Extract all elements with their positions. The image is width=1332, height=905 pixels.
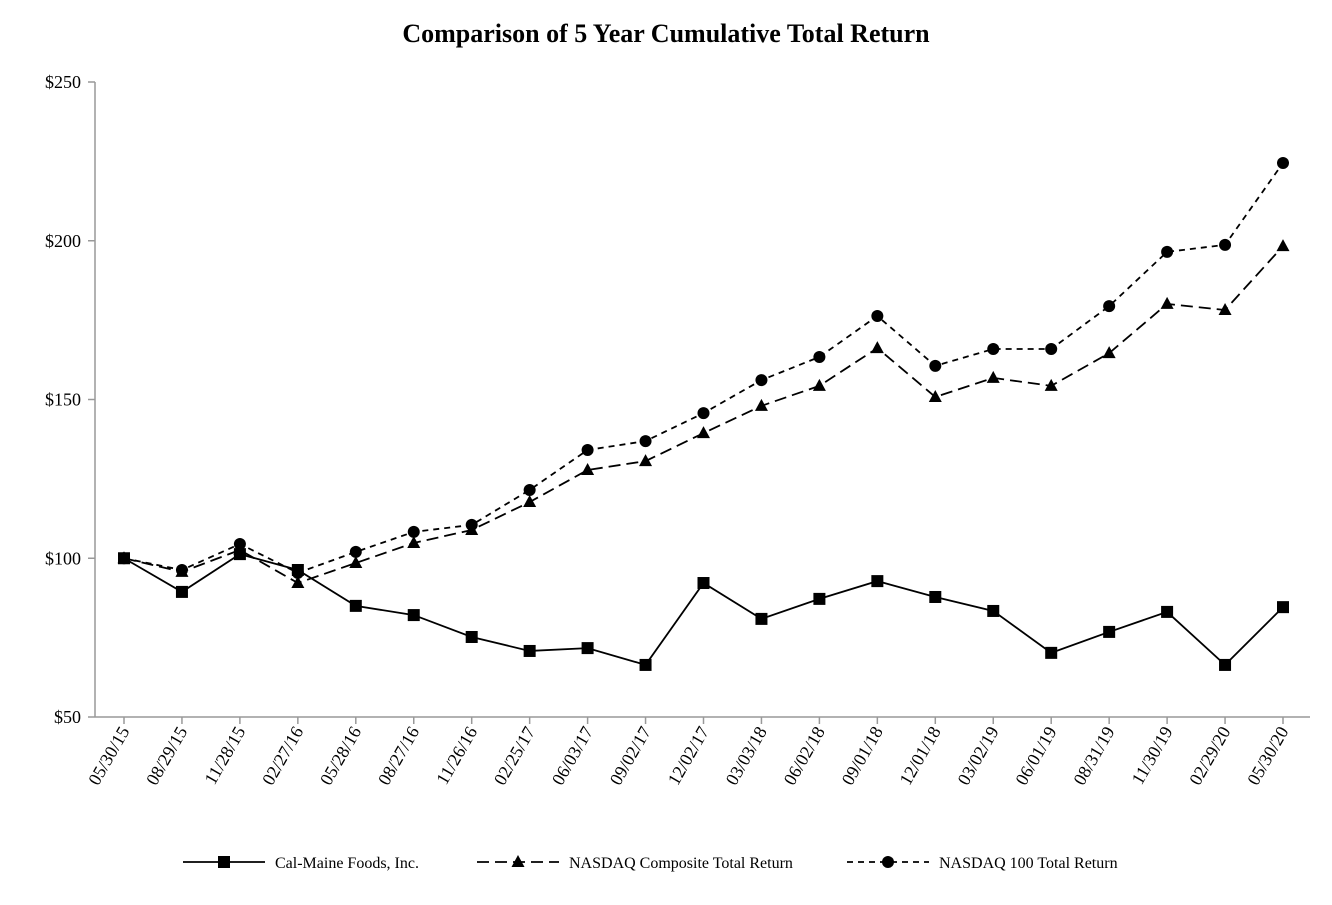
x-tick-label: 09/01/18 [837,723,886,788]
data-point [697,577,710,590]
data-point [349,599,362,612]
x-tick-label: 05/30/20 [1243,723,1292,788]
x-tick-label: 02/27/16 [258,723,307,788]
data-point [407,609,420,622]
data-point [697,426,710,439]
data-point [523,644,536,657]
data-point [929,590,942,603]
data-point [291,566,304,579]
data-point [813,350,826,363]
x-tick-label: 06/03/17 [548,723,597,788]
data-point [639,454,653,467]
data-point [581,443,594,456]
data-point [523,483,536,496]
y-tick-label: $100 [45,548,81,568]
y-tick-label: $250 [45,72,81,92]
data-point [697,407,710,420]
series-line [123,162,1284,574]
data-point [465,630,478,643]
x-tick-label: 05/28/16 [316,723,365,788]
data-point [928,389,942,402]
x-tick-label: 11/28/15 [200,723,249,788]
data-point [1161,605,1174,618]
data-point [1103,300,1116,313]
legend-item: Cal-Maine Foods, Inc. [183,855,419,872]
data-point [1102,346,1116,359]
data-point [871,309,884,322]
data-point [407,525,420,538]
series-square [118,548,1289,671]
data-point [987,343,1000,356]
data-point [581,642,594,655]
data-point [1103,625,1116,638]
legend-label: Cal-Maine Foods, Inc. [275,855,419,872]
data-point [929,359,942,372]
data-point [871,575,884,588]
data-point [1277,156,1289,169]
data-point [407,536,421,549]
data-point [639,658,652,671]
legend-item: NASDAQ 100 Total Return [847,855,1118,872]
data-point [1045,343,1058,356]
data-point [175,585,188,598]
data-point [986,370,1000,383]
legend-label: NASDAQ Composite Total Return [569,855,793,872]
data-point [987,604,1000,617]
data-point [349,556,363,569]
data-point [1218,302,1232,315]
x-tick-label: 08/31/19 [1069,723,1118,788]
data-point [755,612,768,625]
data-point [523,495,537,508]
x-tick-label: 12/01/18 [895,723,944,788]
x-tick-label: 02/29/20 [1185,723,1234,788]
data-point [1044,378,1058,391]
legend-marker [511,855,525,867]
data-point [291,576,305,589]
data-point [465,518,478,531]
legend-item: NASDAQ Composite Total Return [477,855,793,872]
data-point [118,552,130,565]
x-tick-label: 06/02/18 [780,723,829,788]
data-point [639,435,652,448]
data-point [233,537,246,550]
y-tick-label: $200 [45,231,81,251]
data-point [1219,238,1232,251]
series-circle [118,156,1289,579]
data-point [870,341,884,354]
data-point [1277,601,1289,614]
data-point [1276,239,1290,252]
data-point [1160,296,1174,309]
x-tick-label: 11/26/16 [432,723,481,788]
legend-label: NASDAQ 100 Total Return [939,855,1118,872]
x-tick-label: 12/02/17 [664,723,713,788]
y-tick-label: $150 [45,390,81,410]
x-tick-label: 02/25/17 [490,723,539,788]
data-point [754,398,768,411]
x-tick-label: 08/27/16 [374,723,423,788]
x-tick-label: 03/03/18 [722,723,771,788]
data-point [175,563,188,576]
y-tick-label: $50 [54,707,81,727]
x-tick-label: 06/01/19 [1011,723,1060,788]
data-point [1219,658,1232,671]
x-tick-label: 03/02/19 [953,723,1002,788]
legend-marker [218,856,230,868]
x-tick-label: 11/30/19 [1128,723,1177,788]
x-tick-label: 09/02/17 [606,723,655,788]
x-tick-label: 08/29/15 [142,723,191,788]
data-point [813,592,826,605]
data-point [581,462,595,475]
data-point [1161,245,1174,258]
data-point [1045,646,1058,659]
x-tick-label: 05/30/15 [84,723,133,788]
data-point [349,545,362,558]
chart-title: Comparison of 5 Year Cumulative Total Re… [402,19,930,48]
data-point [812,378,826,391]
data-point [755,374,768,387]
legend-marker [882,856,894,868]
